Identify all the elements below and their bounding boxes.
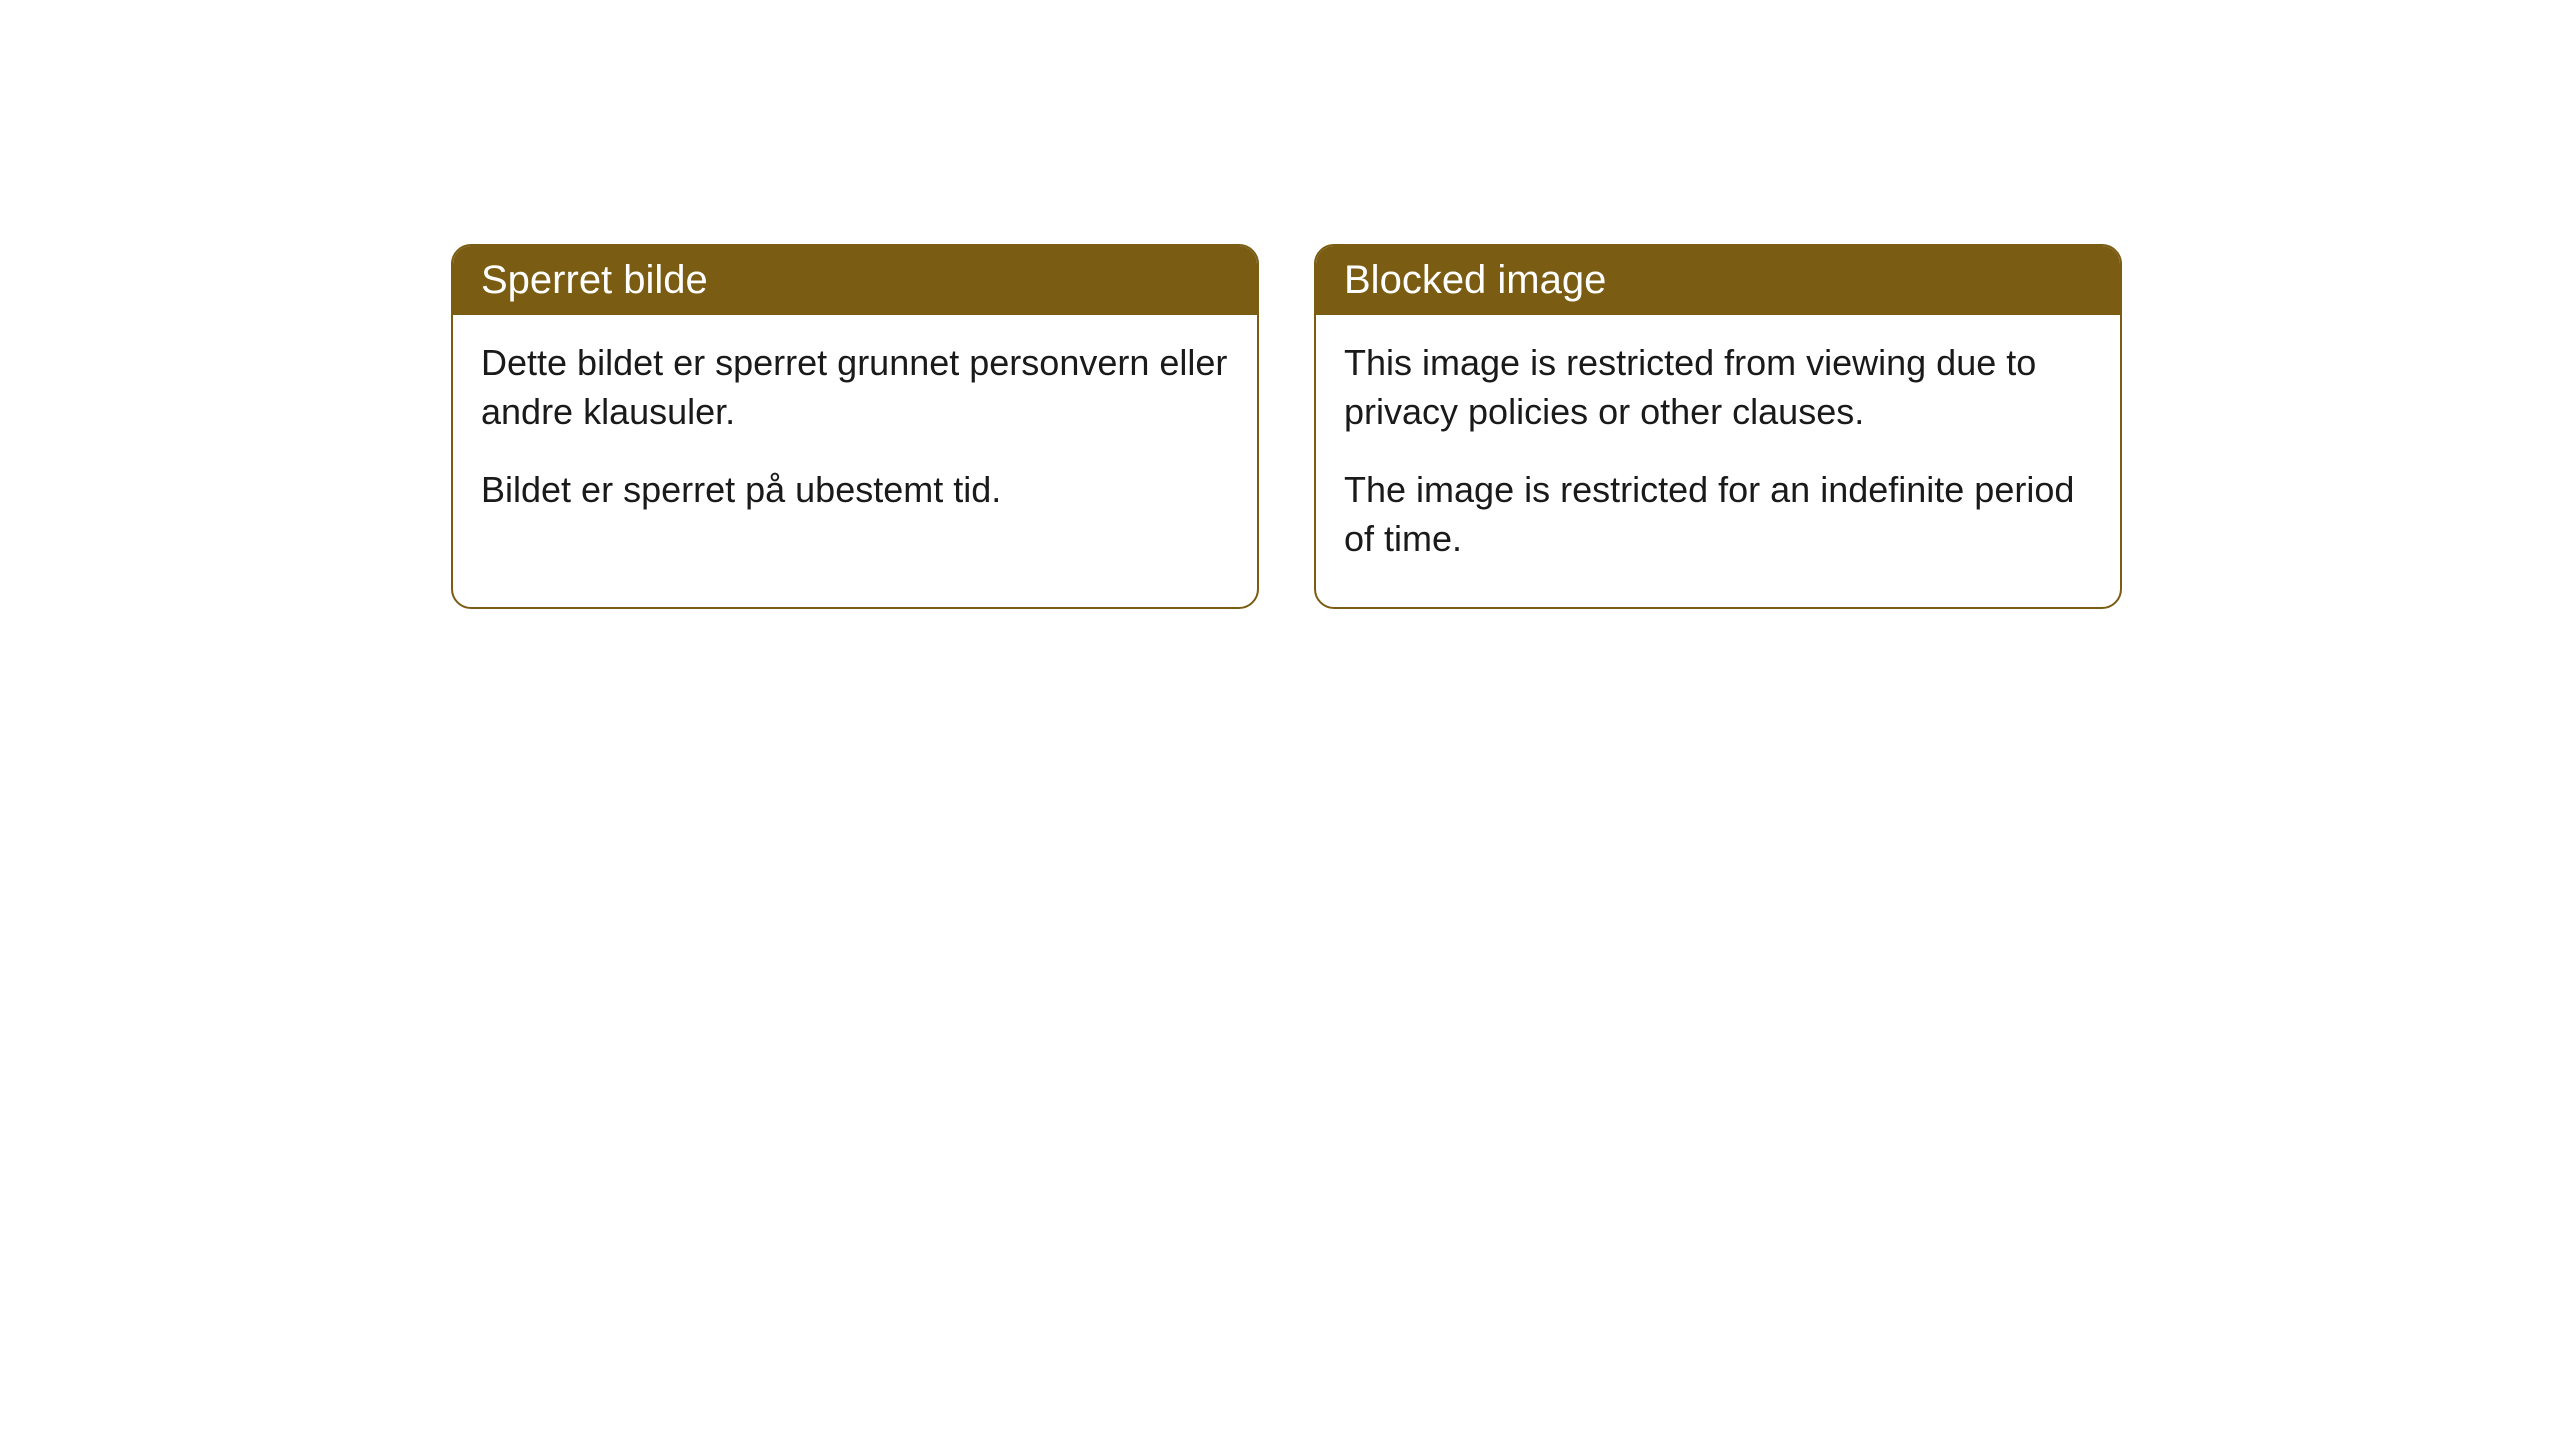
card-text-norwegian-duration: Bildet er sperret på ubestemt tid.	[481, 466, 1229, 515]
blocked-image-notices: Sperret bilde Dette bildet er sperret gr…	[451, 244, 2122, 609]
card-body-norwegian: Dette bildet er sperret grunnet personve…	[453, 315, 1257, 559]
card-header-english: Blocked image	[1316, 246, 2120, 315]
card-body-english: This image is restricted from viewing du…	[1316, 315, 2120, 607]
card-header-norwegian: Sperret bilde	[453, 246, 1257, 315]
card-text-english-duration: The image is restricted for an indefinit…	[1344, 466, 2092, 563]
blocked-image-card-english: Blocked image This image is restricted f…	[1314, 244, 2122, 609]
card-text-norwegian-reason: Dette bildet er sperret grunnet personve…	[481, 339, 1229, 436]
card-text-english-reason: This image is restricted from viewing du…	[1344, 339, 2092, 436]
blocked-image-card-norwegian: Sperret bilde Dette bildet er sperret gr…	[451, 244, 1259, 609]
